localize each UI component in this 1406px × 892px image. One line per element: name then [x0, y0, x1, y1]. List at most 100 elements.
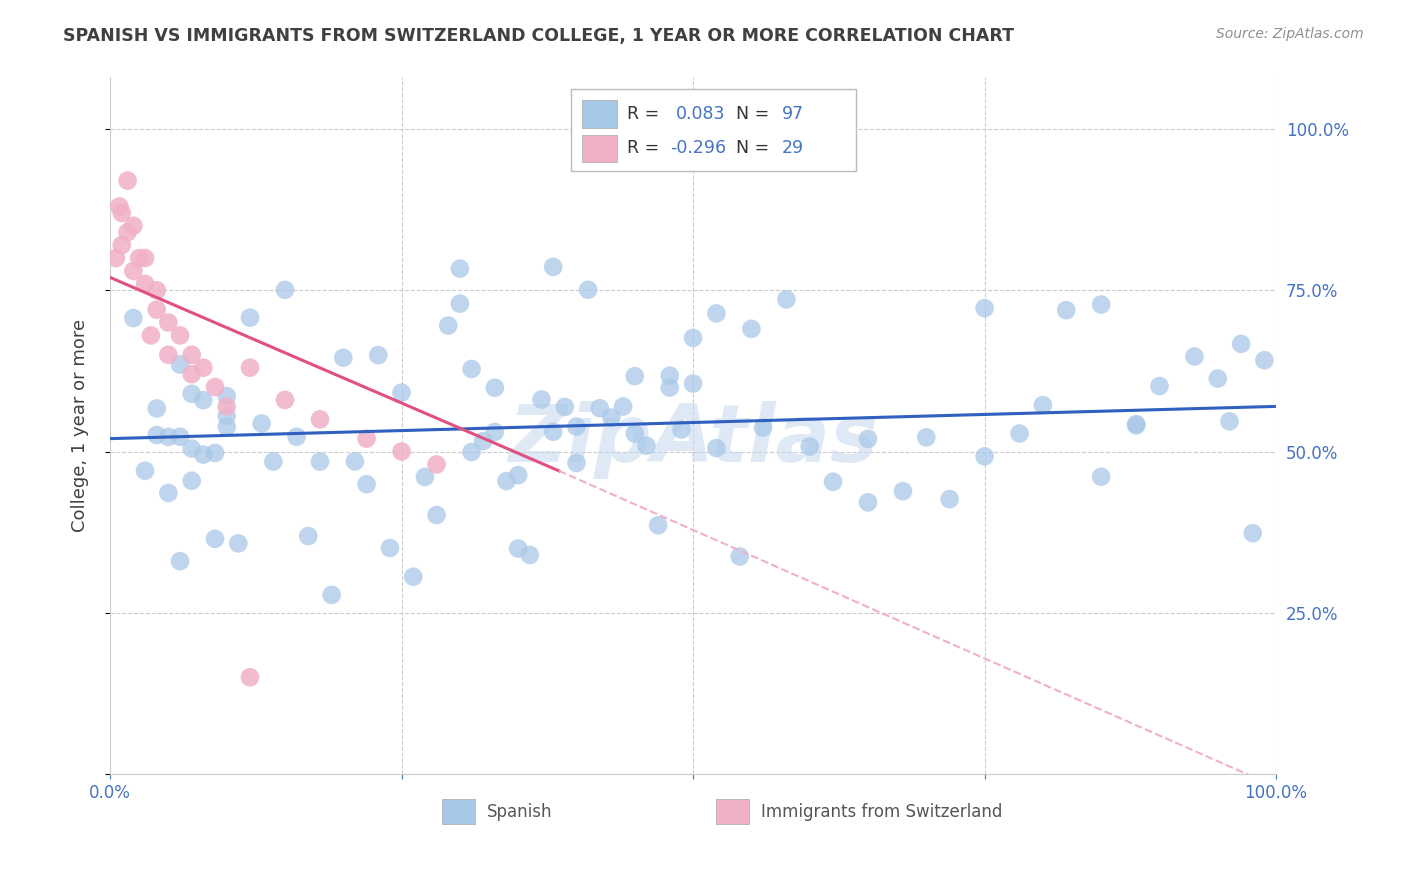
Y-axis label: College, 1 year or more: College, 1 year or more	[72, 319, 89, 533]
Point	[799, 440, 821, 454]
Point	[117, 225, 139, 239]
Point	[111, 206, 134, 220]
FancyBboxPatch shape	[443, 799, 475, 824]
Point	[973, 450, 995, 464]
Point	[145, 401, 167, 416]
Point	[472, 434, 495, 448]
Text: -0.296: -0.296	[669, 139, 725, 158]
Point	[378, 541, 401, 555]
Point	[938, 492, 960, 507]
Point	[274, 283, 297, 297]
Point	[973, 301, 995, 316]
Point	[600, 410, 623, 425]
Point	[128, 251, 150, 265]
Point	[134, 277, 156, 291]
Point	[250, 417, 273, 431]
Point	[111, 238, 134, 252]
Point	[460, 445, 482, 459]
Point	[1218, 414, 1240, 428]
Point	[193, 393, 215, 408]
Point	[821, 475, 844, 489]
Point	[157, 430, 180, 444]
Point	[134, 464, 156, 478]
Point	[402, 570, 425, 584]
Point	[658, 380, 681, 394]
Point	[460, 362, 482, 376]
Point	[169, 430, 191, 444]
FancyBboxPatch shape	[582, 100, 617, 128]
Text: ZipAtlas: ZipAtlas	[508, 401, 877, 479]
Point	[169, 554, 191, 568]
Point	[484, 425, 506, 439]
Point	[145, 428, 167, 442]
Point	[508, 541, 530, 556]
Point	[658, 368, 681, 383]
Point	[682, 331, 704, 345]
Point	[706, 441, 728, 455]
Point	[856, 495, 879, 509]
Point	[752, 420, 775, 434]
Point	[775, 293, 797, 307]
Point	[856, 432, 879, 446]
Text: N =: N =	[737, 104, 775, 123]
Point	[1184, 350, 1206, 364]
Point	[541, 260, 564, 274]
Point	[134, 251, 156, 265]
Point	[180, 386, 202, 401]
Point	[180, 442, 202, 456]
Point	[1206, 371, 1229, 385]
Point	[157, 348, 180, 362]
Point	[297, 529, 319, 543]
Point	[169, 358, 191, 372]
Point	[239, 360, 262, 375]
Point	[554, 400, 576, 414]
Point	[122, 264, 145, 278]
Point	[180, 367, 202, 381]
Point	[671, 423, 693, 437]
Point	[508, 468, 530, 483]
Point	[636, 439, 658, 453]
Point	[356, 477, 378, 491]
Point	[122, 219, 145, 233]
Point	[1090, 469, 1112, 483]
Text: 29: 29	[782, 139, 804, 158]
Point	[1125, 417, 1147, 432]
Text: R =: R =	[627, 139, 665, 158]
Point	[391, 444, 413, 458]
Point	[309, 454, 332, 468]
Point	[391, 385, 413, 400]
Text: R =: R =	[627, 104, 665, 123]
Point	[215, 389, 238, 403]
Point	[1149, 379, 1171, 393]
Point	[169, 328, 191, 343]
Point	[1054, 303, 1077, 318]
Point	[1241, 526, 1264, 541]
Point	[239, 670, 262, 684]
Text: Immigrants from Switzerland: Immigrants from Switzerland	[761, 803, 1002, 821]
Text: 0.083: 0.083	[676, 104, 725, 123]
Point	[565, 456, 588, 470]
Point	[204, 532, 226, 546]
Point	[262, 454, 284, 468]
Point	[343, 454, 366, 468]
Point	[180, 474, 202, 488]
Point	[108, 199, 131, 213]
Point	[180, 348, 202, 362]
FancyBboxPatch shape	[582, 135, 617, 162]
Point	[915, 430, 938, 444]
Point	[1125, 418, 1147, 433]
Text: Source: ZipAtlas.com: Source: ZipAtlas.com	[1216, 27, 1364, 41]
Point	[356, 432, 378, 446]
Point	[367, 348, 389, 362]
Point	[612, 400, 634, 414]
Point	[1253, 353, 1275, 368]
Text: SPANISH VS IMMIGRANTS FROM SWITZERLAND COLLEGE, 1 YEAR OR MORE CORRELATION CHART: SPANISH VS IMMIGRANTS FROM SWITZERLAND C…	[63, 27, 1014, 45]
FancyBboxPatch shape	[571, 89, 856, 171]
Point	[740, 322, 762, 336]
Point	[1230, 337, 1253, 351]
Point	[530, 392, 553, 407]
Point	[1090, 297, 1112, 311]
Point	[1008, 426, 1031, 441]
Point	[104, 251, 127, 265]
Point	[228, 536, 250, 550]
